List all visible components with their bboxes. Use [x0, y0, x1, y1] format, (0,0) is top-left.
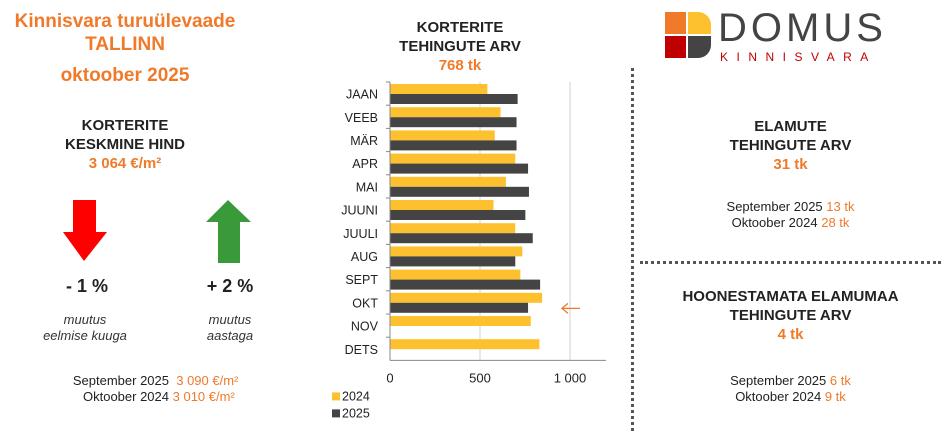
houses-title: ELAMUTE: [754, 118, 827, 135]
label: eelmise kuuga: [43, 328, 127, 343]
houses-block: ELAMUTE TEHINGUTE ARV 31 tk: [640, 117, 941, 174]
category-label: JUUNI: [341, 204, 378, 218]
label: muutus: [63, 312, 107, 327]
land-value: 4 tk: [777, 326, 804, 343]
legend-label: 2024: [342, 389, 370, 403]
price-title: KORTERITE: [81, 117, 169, 134]
transactions-bar-chart: 0 500 1 000 JAAN VEEB MÄR APR MAI JUUNI JUULI AUG S…: [332, 81, 606, 420]
bar-2024-VEEB: [390, 107, 501, 118]
bar-2024-MAI: [390, 176, 506, 187]
label: aastaga: [206, 328, 254, 343]
bar-2024-JUULI: [390, 223, 516, 234]
title-line: Kinnisvara turuülevaade: [14, 11, 236, 32]
compare-value: 28 tk: [821, 215, 850, 230]
x-tick-label: 1 000: [554, 370, 587, 385]
bar-2025-JUUNI: [390, 210, 526, 220]
bar-2025-AUG: [390, 256, 516, 267]
category-label: AUG: [351, 250, 378, 264]
category-label: VEEB: [345, 111, 378, 125]
category-label: MÄR: [350, 134, 378, 148]
compare-value: 9 tk: [824, 389, 846, 404]
divider-vertical: [631, 68, 634, 431]
legend-label: 2025: [342, 406, 370, 420]
x-tick-label: 500: [469, 370, 491, 385]
bar-2025-OKT: [390, 302, 529, 313]
bar-2024-NOV: [390, 316, 531, 326]
houses-value: 31 tk: [773, 156, 808, 173]
arrow-down-icon: [63, 200, 107, 261]
price-compare: September 2025 3 090 €/m² Oktoober 2024 …: [57, 373, 307, 405]
divider-horizontal: [640, 261, 941, 264]
label: muutus: [208, 312, 252, 327]
land-title-2: TEHINGUTE ARV: [729, 307, 852, 324]
bar-2024-SEPT: [390, 269, 521, 280]
arrow-up-icon: [206, 200, 251, 263]
bar-2025-SEPT: [390, 279, 541, 290]
category-label: SEPT: [345, 273, 378, 287]
chart-total: 768 tk: [438, 57, 482, 74]
bar-2024-MÄR: [390, 130, 495, 141]
bar-2025-JAAN: [390, 94, 518, 104]
houses-compare: September 2025 13 tk Oktoober 2024 28 tk: [640, 199, 941, 231]
bar-2024-OKT: [390, 292, 543, 303]
year-change-value: + 2 %: [206, 276, 254, 296]
legend-swatch-2025: [332, 409, 340, 418]
chart-title: KORTERITE TEHINGUTE ARV 768 tk: [360, 18, 560, 75]
chart-title-line: KORTERITE: [416, 19, 504, 36]
month-change-value: - 1 %: [65, 276, 108, 296]
bar-2025-APR: [390, 163, 529, 174]
month-change-label: muutus eelmise kuuga: [25, 312, 145, 344]
legend-swatch-2024: [332, 392, 340, 401]
page-title: Kinnisvara turuülevaade TALLINN oktoober…: [0, 10, 250, 87]
compare-label: Oktoober 2024: [731, 215, 818, 230]
bar-2025-JUULI: [390, 233, 533, 244]
compare-label: Oktoober 2024: [735, 389, 822, 404]
category-label: DETS: [345, 343, 378, 357]
bar-2025-MAI: [390, 186, 529, 197]
category-label: OKT: [352, 296, 378, 310]
logo-mark-icon: [665, 12, 711, 58]
houses-title-2: TEHINGUTE ARV: [729, 137, 852, 154]
x-tick-label: 0: [386, 370, 393, 385]
compare-label: September 2025: [730, 373, 827, 388]
price-block: KORTERITE KESKMINE HIND 3 064 €/m²: [0, 116, 250, 173]
category-label: APR: [352, 157, 378, 171]
compare-label: Oktoober 2024: [82, 389, 169, 404]
bar-2024-APR: [390, 153, 516, 164]
bar-2024-AUG: [390, 246, 523, 257]
highlight-arrow-icon: [560, 302, 580, 314]
title-period: oktoober 2025: [60, 65, 190, 86]
bar-2025-VEEB: [390, 117, 517, 128]
category-label: JAAN: [346, 88, 378, 102]
logo-text: DOMUS: [718, 6, 887, 50]
compare-label: September 2025: [726, 199, 823, 214]
category-label: NOV: [351, 320, 379, 334]
title-city: TALLINN: [85, 34, 165, 55]
bar-2024-JAAN: [390, 84, 488, 94]
land-block: HOONESTAMATA ELAMUMAA TEHINGUTE ARV 4 tk: [640, 287, 941, 344]
bar-2024-JUUNI: [390, 200, 494, 210]
chart-title-line: TEHINGUTE ARV: [399, 38, 521, 55]
bar-2024-DETS: [390, 339, 540, 350]
price-title-2: KESKMINE HIND: [64, 136, 185, 153]
bar-2025-MÄR: [390, 140, 517, 151]
land-title: HOONESTAMATA ELAMUMAA: [682, 288, 899, 305]
compare-label: September 2025: [72, 373, 169, 388]
year-change-label: muutus aastaga: [170, 312, 290, 344]
compare-value: 6 tk: [829, 373, 851, 388]
price-value: 3 064 €/m²: [88, 155, 162, 172]
logo-subtext: KINNISVARA: [720, 50, 877, 64]
compare-value: 3 090 €/m²: [176, 373, 239, 388]
compare-value: 3 010 €/m²: [172, 389, 235, 404]
category-label: JUULI: [343, 227, 378, 241]
land-compare: September 2025 6 tk Oktoober 2024 9 tk: [640, 373, 941, 405]
category-label: MAI: [356, 180, 378, 194]
compare-value: 13 tk: [826, 199, 855, 214]
